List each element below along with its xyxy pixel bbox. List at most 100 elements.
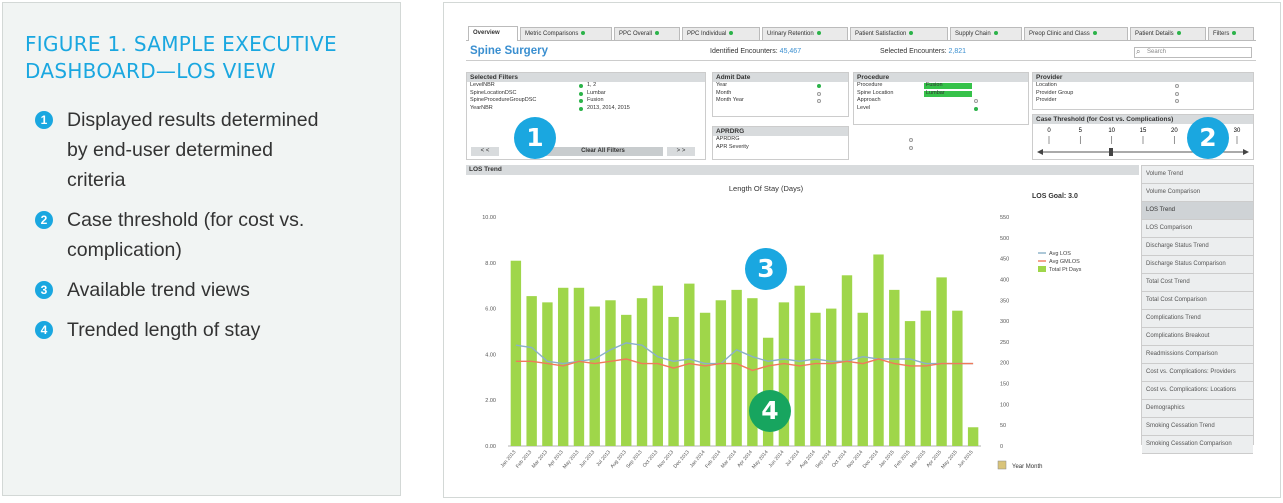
y2-axis-tick-label: 300 <box>1000 319 1009 325</box>
filter-name: APRDRG <box>716 136 740 142</box>
filter-row[interactable]: APRDRG <box>713 136 913 144</box>
tab-label: Urinary Retention <box>767 31 814 37</box>
y-axis-tick-label: 2.00 <box>485 398 496 404</box>
menu-item-readmissions-comparison[interactable]: Readmissions Comparison <box>1142 346 1253 364</box>
filter-row[interactable]: Year <box>713 82 848 90</box>
tab-overview[interactable]: Overview <box>468 26 518 41</box>
status-dot-icon <box>581 31 586 36</box>
x-axis-tick-label: Jun 2014 <box>768 449 786 469</box>
tab-patient-satisfaction[interactable]: Patient Satisfaction <box>850 27 948 40</box>
filter-row[interactable]: YearNBR 2013, 2014, 2015 <box>467 105 705 113</box>
status-dot-icon <box>993 31 998 36</box>
filter-name: APR Severity <box>716 143 749 150</box>
menu-item-volume-comparison[interactable]: Volume Comparison <box>1142 184 1253 202</box>
x-axis-tick-label: Jun 2013 <box>578 449 596 469</box>
menu-item-demographics[interactable]: Demographics <box>1142 400 1253 418</box>
line-avg-gmlos <box>515 358 974 372</box>
bar-total-pt-days <box>810 312 821 446</box>
filter-name: Location <box>1036 82 1057 88</box>
menu-item-cost-vs-complications-locations[interactable]: Cost vs. Complications: Locations <box>1142 382 1253 400</box>
bar-total-pt-days <box>510 260 522 446</box>
menu-item-los-comparison[interactable]: LOS Comparison <box>1142 220 1253 238</box>
filter-value: Fusion <box>587 97 604 103</box>
filter-name: Month <box>716 89 732 96</box>
slider-right-arrow-icon[interactable] <box>1243 149 1249 155</box>
bar-total-pt-days <box>589 306 600 446</box>
tab-ppc-overall[interactable]: PPC Overall <box>614 27 680 40</box>
bar-total-pt-days <box>967 427 979 446</box>
y2-axis-tick-label: 250 <box>1000 340 1009 346</box>
inactive-dot-icon <box>1175 99 1179 103</box>
slider-handle[interactable] <box>1109 148 1113 156</box>
tab-label: Filters <box>1213 31 1230 37</box>
tab-metric-comparisons[interactable]: Metric Comparisons <box>520 27 612 40</box>
tab-patient-details[interactable]: Patient Details <box>1130 27 1206 40</box>
callout-4-badge: 4 <box>749 390 791 432</box>
tab-urinary-retention[interactable]: Urinary Retention <box>762 27 848 40</box>
bar-total-pt-days <box>778 302 790 446</box>
tab-preop-clinic[interactable]: Preop Clinic and Class <box>1024 27 1128 40</box>
filter-row[interactable]: Approach <box>854 97 1028 105</box>
filter-row[interactable]: Month <box>713 90 848 98</box>
number-2-badge: 2 <box>35 211 53 229</box>
bar-total-pt-days <box>920 310 932 446</box>
slider-left-arrow-icon[interactable] <box>1037 149 1043 155</box>
threshold-tick-label: 0 <box>1047 128 1051 134</box>
menu-item-cost-vs-complications-providers[interactable]: Cost vs. Complications: Providers <box>1142 364 1253 382</box>
filter-row[interactable]: SpineLocationDSC Lumbar <box>467 90 705 98</box>
x-axis-tick-label: May 2013 <box>562 449 581 470</box>
y2-axis-tick-label: 0 <box>1000 444 1003 450</box>
search-input[interactable]: Search <box>1134 47 1252 58</box>
filter-value: Lumbar <box>587 89 606 96</box>
menu-item-complications-breakout[interactable]: Complications Breakout <box>1142 328 1253 346</box>
menu-item-discharge-status-trend[interactable]: Discharge Status Trend <box>1142 238 1253 256</box>
tab-ppc-individual[interactable]: PPC Individual <box>682 27 760 40</box>
menu-item-smoking-cessation-trend[interactable]: Smoking Cessation Trend <box>1142 418 1253 436</box>
menu-item-volume-trend[interactable]: Volume Trend <box>1142 166 1253 184</box>
filter-row[interactable]: Location <box>1033 82 1253 90</box>
menu-item-complications-trend[interactable]: Complications Trend <box>1142 310 1253 328</box>
filter-row[interactable]: Provider <box>1033 97 1253 105</box>
menu-item-smoking-cessation-comparison[interactable]: Smoking Cessation Comparison <box>1142 436 1253 454</box>
menu-item-total-cost-trend[interactable]: Total Cost Trend <box>1142 274 1253 292</box>
procedure-panel: Procedure Procedure Fusion Spine Location… <box>853 72 1029 125</box>
bar-total-pt-days <box>684 283 695 446</box>
x-axis-tick-label: Jun 2015 <box>957 449 975 469</box>
legend-text: Trended length of stay <box>67 319 261 341</box>
status-dot-icon <box>655 31 660 36</box>
filter-row[interactable]: Level <box>854 105 1028 113</box>
filter-row[interactable]: Month Year <box>713 97 848 105</box>
y2-axis-tick-label: 550 <box>1000 215 1009 221</box>
dashboard-header: Spine Surgery Identified Encounters: 45,… <box>466 43 1256 61</box>
bar-total-pt-days <box>857 312 868 446</box>
y2-axis-tick-label: 100 <box>1000 402 1009 408</box>
inactive-dot-icon <box>1175 84 1179 88</box>
bar-total-pt-days <box>952 310 963 446</box>
page-title: Spine Surgery <box>470 45 548 57</box>
prev-button[interactable]: < < <box>471 147 499 156</box>
clear-all-filters-button[interactable]: Clear All Filters <box>543 147 663 156</box>
selected-value-bar <box>924 90 972 97</box>
threshold-tick-label: 20 <box>1171 128 1178 134</box>
menu-item-total-cost-comparison[interactable]: Total Cost Comparison <box>1142 292 1253 310</box>
filter-row[interactable]: Provider Group <box>1033 90 1253 98</box>
menu-item-los-trend[interactable]: LOS Trend <box>1142 202 1253 220</box>
tab-filters[interactable]: Filters <box>1208 27 1254 40</box>
los-goal-label: LOS Goal: 3.0 <box>1032 193 1078 200</box>
menu-item-discharge-status-comparison[interactable]: Discharge Status Comparison <box>1142 256 1253 274</box>
status-dot-icon <box>729 31 734 36</box>
next-button[interactable]: > > <box>667 147 695 156</box>
filter-row[interactable]: LevelNBR 1, 2 <box>467 82 705 90</box>
status-dot-icon <box>1176 31 1181 36</box>
filter-row[interactable]: Procedure Fusion <box>854 82 1028 90</box>
bar-total-pt-days <box>526 296 537 446</box>
panel-header: Provider <box>1033 73 1253 82</box>
filter-row[interactable]: Spine Location Lumbar <box>854 90 1028 98</box>
filter-row[interactable]: APR Severity <box>713 143 913 152</box>
tab-supply-chain[interactable]: Supply Chain <box>950 27 1022 40</box>
legend-label: Avg GMLOS <box>1049 259 1080 265</box>
active-dot-icon <box>817 84 821 88</box>
y2-axis-tick-label: 200 <box>1000 361 1009 367</box>
selected-value: 2,821 <box>948 48 967 55</box>
filter-row[interactable]: SpineProcedureGroupDSC Fusion <box>467 97 705 105</box>
